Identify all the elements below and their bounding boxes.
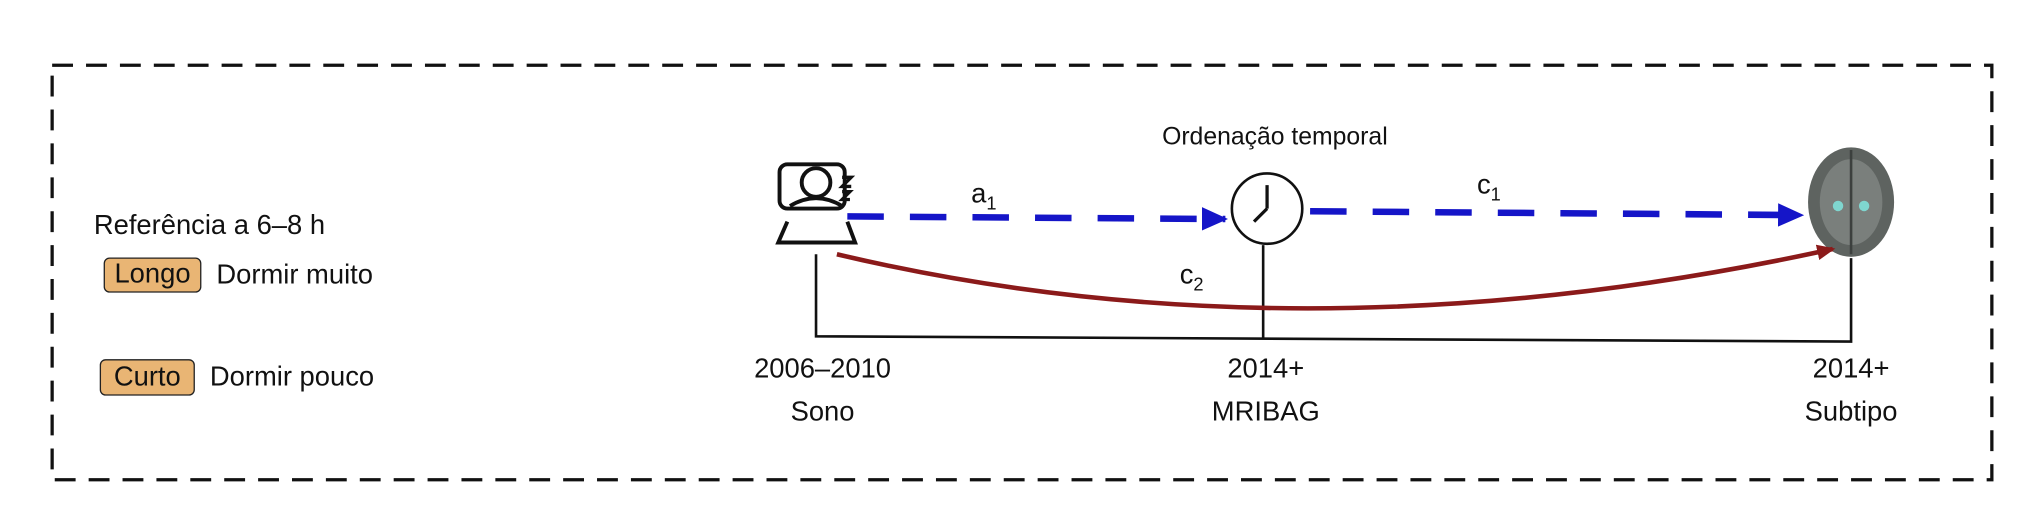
clock	[1230, 172, 1304, 246]
node-label: Sono	[791, 395, 855, 426]
node-date: 2014+	[1227, 352, 1304, 383]
node-date: 2006–2010	[754, 352, 891, 383]
path-label: a1	[971, 178, 996, 214]
path-letter: c	[1477, 169, 1491, 200]
path-sub: 1	[986, 193, 996, 214]
legend-label: Dormir muito	[216, 259, 373, 290]
frame	[50, 63, 1994, 482]
header: Ordenação temporal	[1162, 124, 1388, 151]
path-sub: 2	[1193, 273, 1203, 294]
path-c1	[1310, 203, 1805, 227]
path-sub: 1	[1491, 183, 1501, 204]
path-label: c2	[1180, 259, 1204, 295]
path-a1	[847, 207, 1228, 231]
timeline	[814, 245, 1853, 343]
legend-label: Dormir pouco	[210, 360, 374, 391]
legend-title: Referência a 6–8 h	[94, 209, 325, 240]
path-letter: a	[971, 178, 987, 209]
node-label: Subtipo	[1805, 395, 1898, 426]
path-c2	[836, 244, 1836, 311]
node-label: MRIBAG	[1212, 395, 1320, 426]
tag: Longo	[114, 257, 190, 288]
node-date: 2014+	[1813, 352, 1890, 383]
brain-image	[1808, 147, 1895, 257]
tag: Curto	[114, 360, 181, 391]
tag-box	[103, 257, 202, 293]
path-letter: c	[1180, 259, 1194, 290]
sleep-icon	[775, 162, 858, 245]
path-label: c1	[1477, 169, 1501, 205]
tag-box	[99, 359, 195, 396]
